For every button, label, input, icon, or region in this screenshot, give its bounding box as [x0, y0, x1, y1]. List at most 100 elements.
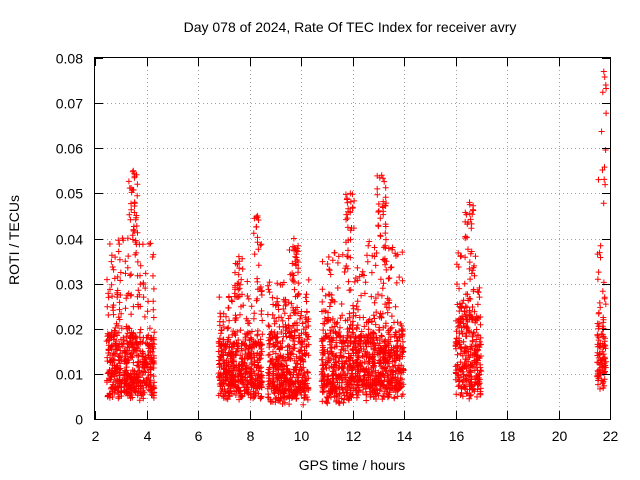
- roti-point: [137, 272, 143, 279]
- roti-point: [295, 355, 302, 362]
- roti-point: [257, 395, 264, 402]
- roti-point: [279, 355, 286, 362]
- roti-point: [477, 314, 484, 320]
- roti-point: [142, 285, 149, 292]
- roti-point: [125, 341, 132, 348]
- roti-point: [337, 324, 343, 331]
- roti-point: [464, 372, 470, 379]
- roti-point: [452, 343, 459, 350]
- roti-point: [460, 383, 467, 390]
- roti-point: [463, 344, 470, 351]
- roti-point: [137, 338, 144, 345]
- roti-point: [119, 235, 126, 242]
- roti-point: [471, 272, 478, 279]
- roti-point: [151, 389, 158, 396]
- roti-point: [281, 387, 288, 394]
- roti-point: [256, 356, 263, 363]
- roti-point: [395, 366, 402, 373]
- roti-point: [392, 329, 399, 336]
- roti-point: [291, 328, 298, 335]
- roti-point: [132, 375, 139, 382]
- roti-point: [238, 393, 245, 400]
- roti-point: [295, 269, 301, 276]
- roti-point: [367, 385, 374, 391]
- roti-point: [128, 354, 135, 361]
- roti-point: [107, 286, 113, 293]
- roti-point: [128, 206, 135, 213]
- roti-point: [112, 324, 119, 331]
- roti-point: [383, 236, 389, 243]
- roti-point: [266, 279, 273, 286]
- roti-point: [359, 389, 366, 396]
- roti-point: [349, 318, 356, 325]
- roti-point: [254, 212, 261, 219]
- roti-point: [375, 327, 382, 334]
- roti-point: [224, 396, 231, 403]
- x-axis-label: GPS time / hours: [299, 457, 406, 473]
- roti-point: [142, 360, 149, 367]
- roti-point: [248, 303, 255, 310]
- roti-point: [602, 181, 609, 188]
- roti-point: [601, 164, 608, 171]
- roti-point: [471, 367, 478, 374]
- roti-point: [594, 251, 601, 258]
- roti-point: [371, 299, 378, 306]
- roti-point: [332, 352, 339, 359]
- roti-point: [216, 294, 223, 301]
- roti-point: [251, 215, 258, 222]
- roti-point: [143, 382, 150, 389]
- roti-point: [375, 209, 382, 215]
- roti-point: [118, 341, 125, 348]
- roti-point: [326, 350, 333, 357]
- roti-point: [291, 386, 298, 393]
- roti-point: [128, 311, 135, 318]
- roti-point: [457, 350, 464, 357]
- roti-point: [271, 389, 278, 396]
- roti-point: [239, 266, 246, 272]
- roti-point: [108, 384, 115, 391]
- roti-point: [255, 390, 262, 397]
- roti-point: [231, 340, 238, 347]
- roti-point: [323, 394, 330, 400]
- roti-point: [116, 306, 123, 313]
- roti-point: [121, 374, 128, 381]
- roti-point: [223, 374, 230, 381]
- roti-point: [399, 338, 406, 345]
- roti-point: [350, 305, 357, 312]
- roti-point: [223, 362, 230, 369]
- roti-point: [247, 391, 254, 398]
- roti-point: [146, 241, 153, 247]
- roti-point: [366, 238, 373, 245]
- roti-point: [289, 374, 296, 381]
- roti-point: [360, 346, 367, 352]
- roti-point: [136, 241, 143, 248]
- roti-point: [324, 395, 331, 401]
- roti-point: [463, 291, 469, 298]
- roti-point: [215, 357, 222, 364]
- roti-point: [114, 291, 121, 298]
- roti-point: [378, 332, 385, 339]
- roti-point: [144, 308, 151, 315]
- roti-point: [370, 362, 376, 369]
- roti-point: [377, 215, 384, 222]
- roti-point: [462, 235, 469, 242]
- roti-point: [325, 316, 332, 323]
- roti-point: [219, 381, 225, 388]
- roti-point: [393, 355, 400, 362]
- roti-point: [470, 264, 477, 271]
- roti-point: [249, 328, 255, 335]
- roti-point: [235, 342, 242, 349]
- roti-point: [372, 381, 379, 388]
- roti-point: [150, 298, 157, 305]
- roti-point: [400, 365, 406, 372]
- roti-point: [602, 301, 609, 308]
- roti-point: [455, 249, 462, 256]
- roti-point: [392, 362, 399, 369]
- roti-point: [459, 300, 466, 307]
- roti-point: [347, 190, 354, 197]
- roti-point: [382, 301, 389, 308]
- roti-point: [347, 382, 354, 388]
- roti-point: [377, 233, 384, 240]
- roti-point: [244, 389, 251, 396]
- roti-point: [224, 368, 231, 375]
